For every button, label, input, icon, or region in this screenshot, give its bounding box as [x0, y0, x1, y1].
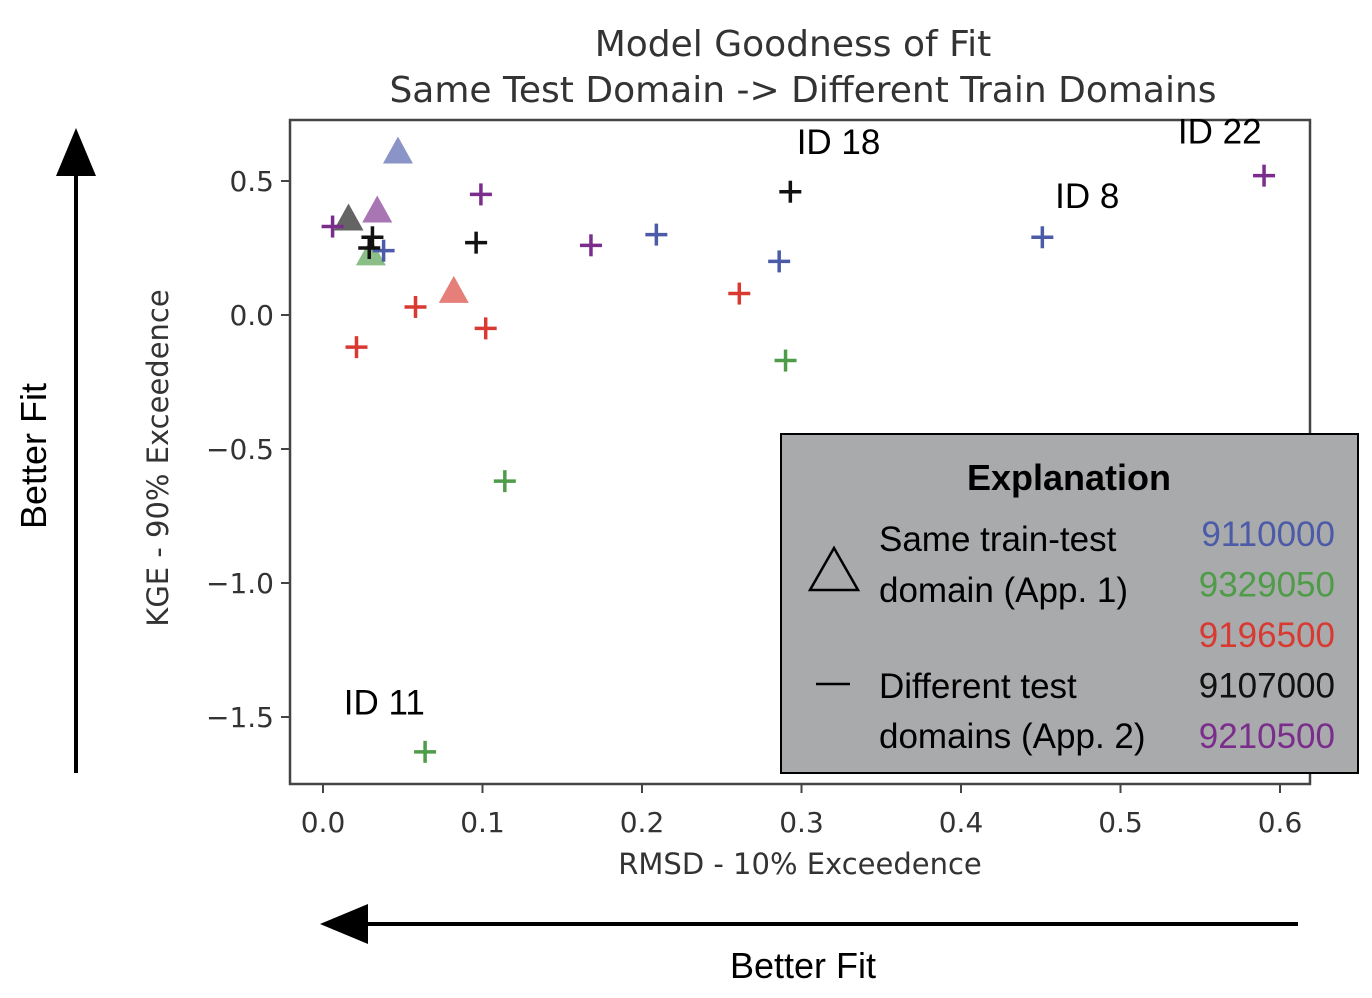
legend-triangle-line1: Same train-test: [879, 520, 1117, 559]
x-tick-label: 0.0: [301, 806, 346, 839]
different-domain-plus: [465, 231, 488, 254]
same-domain-triangle: [382, 136, 413, 164]
legend-station-id: 9329050: [1199, 566, 1335, 605]
point-annotation: ID 8: [1055, 177, 1119, 216]
legend-title: Explanation: [967, 457, 1171, 498]
legend: Explanation Same train-test domain (App.…: [780, 433, 1359, 774]
different-domain-plus: [768, 250, 791, 273]
different-domain-plus: [645, 223, 668, 246]
different-domain-plus: [493, 470, 516, 493]
point-annotations: ID 18 ID 8 ID 22 ID 11: [344, 112, 1262, 722]
y-tick-label: −0.5: [206, 433, 274, 466]
horizontal-better-fit-label: Better Fit: [730, 945, 876, 986]
different-domain-plus: [469, 183, 492, 206]
chart-subtitle: Same Test Domain -> Different Train Doma…: [389, 70, 1216, 111]
legend-triangle-line2: domain (App. 1): [879, 571, 1128, 610]
different-domain-plus: [579, 234, 602, 257]
different-domain-plus: [361, 226, 384, 249]
different-domain-plus: [345, 336, 368, 359]
same-domain-triangle: [333, 203, 364, 231]
different-domain-plus: [774, 349, 797, 372]
x-tick-label: 0.6: [1258, 806, 1303, 839]
different-domain-markers: [321, 164, 1276, 763]
x-axis-ticks: 0.0 0.1 0.2 0.3 0.4 0.5 0.6: [301, 784, 1303, 839]
legend-station-id: 9210500: [1199, 717, 1335, 756]
different-domain-plus: [372, 239, 395, 262]
legend-station-ids: 9110000 9329050 9196500 9107000 9210500: [1199, 515, 1335, 756]
point-annotation: ID 22: [1178, 112, 1262, 151]
y-tick-label: −1.0: [206, 567, 274, 600]
different-domain-plus: [1253, 164, 1276, 187]
different-domain-plus: [404, 295, 427, 318]
same-domain-triangle: [362, 195, 393, 223]
different-domain-plus: [1031, 226, 1054, 249]
x-tick-label: 0.5: [1098, 806, 1143, 839]
y-axis-label: KGE - 90% Exceedence: [141, 289, 175, 626]
chart-title: Model Goodness of Fit: [595, 24, 992, 65]
y-tick-label: −1.5: [206, 701, 274, 734]
legend-station-id: 9110000: [1201, 515, 1335, 554]
x-tick-label: 0.1: [460, 806, 505, 839]
different-domain-plus: [779, 180, 802, 203]
triangle-outline-icon: [807, 545, 861, 592]
legend-plus-line2: domains (App. 2): [879, 717, 1146, 756]
different-domain-plus: [358, 237, 381, 259]
legend-station-id: 9196500: [1199, 616, 1335, 655]
legend-plus-line1: Different test: [879, 667, 1077, 706]
different-domain-plus: [414, 740, 437, 763]
x-tick-label: 0.2: [620, 806, 665, 839]
x-tick-label: 0.4: [939, 806, 984, 839]
x-axis-label: RMSD - 10% Exceedence: [618, 847, 982, 881]
y-tick-label: 0.0: [229, 299, 274, 332]
y-tick-label: 0.5: [229, 165, 274, 198]
legend-box: [780, 433, 1359, 774]
same-domain-triangle: [438, 275, 469, 303]
different-domain-plus: [474, 317, 497, 340]
horizontal-better-fit-arrow: [320, 904, 1298, 944]
x-tick-label: 0.3: [779, 806, 824, 839]
different-domain-plus: [321, 215, 344, 238]
y-axis-ticks: 0.5 0.0 −0.5 −1.0 −1.5: [206, 165, 290, 734]
legend-station-id: 9107000: [1199, 667, 1335, 706]
vertical-better-fit-label: Better Fit: [13, 383, 54, 529]
vertical-better-fit-arrow: [56, 128, 96, 773]
point-annotation: ID 18: [797, 123, 881, 162]
different-domain-plus: [728, 282, 751, 305]
point-annotation: ID 11: [344, 683, 425, 722]
